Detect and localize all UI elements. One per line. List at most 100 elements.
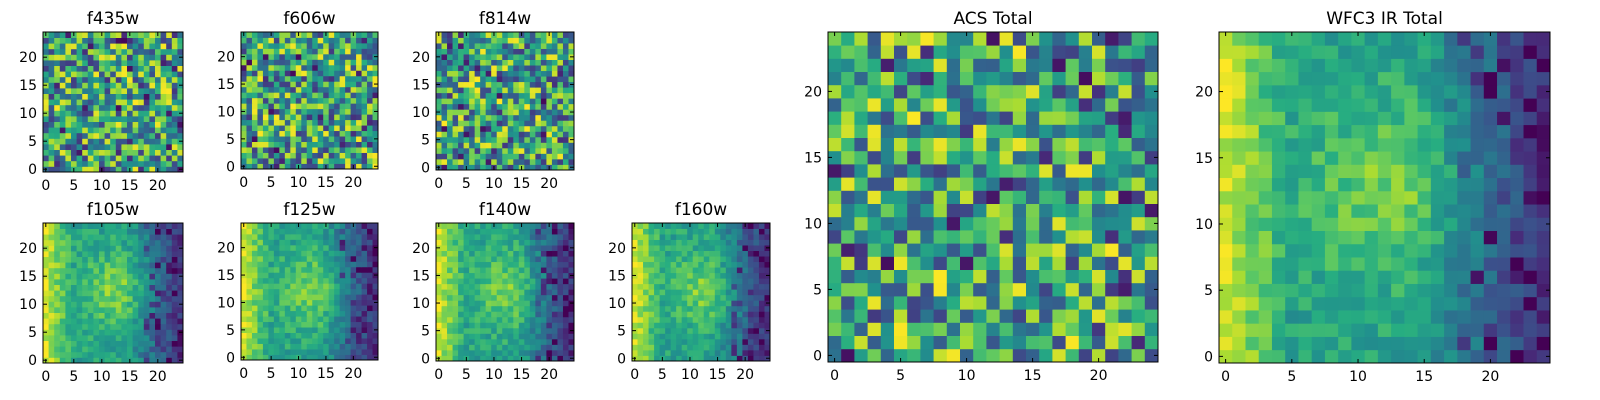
heatmap-cell <box>524 223 531 229</box>
heatmap-cell <box>513 142 520 149</box>
heatmap-cell <box>279 233 286 240</box>
heatmap-cell <box>257 272 264 279</box>
heatmap-cell <box>557 153 564 160</box>
heatmap-cell <box>469 54 476 60</box>
heatmap-cell <box>345 152 351 159</box>
heatmap-cell <box>59 60 66 66</box>
heatmap-cell <box>687 311 694 318</box>
heatmap-cell <box>171 351 178 358</box>
heatmap-cell <box>920 256 934 270</box>
heatmap-cell <box>540 355 547 362</box>
heatmap-cell <box>502 234 509 240</box>
heatmap-cell <box>290 261 297 268</box>
heatmap-cell <box>485 333 492 340</box>
heatmap-cell <box>1039 309 1053 323</box>
heatmap-cell <box>350 59 357 66</box>
heatmap-cell <box>513 234 520 240</box>
heatmap-cell <box>295 53 302 60</box>
heatmap-cell <box>463 114 470 121</box>
heatmap-cell <box>474 267 481 274</box>
heatmap-cell <box>736 338 743 345</box>
heatmap-cell <box>284 103 291 110</box>
heatmap-cell <box>345 233 351 240</box>
heatmap-cell <box>306 349 313 355</box>
heatmap-cell <box>356 141 362 148</box>
heatmap-cell <box>257 283 264 290</box>
heatmap-cell <box>306 53 313 60</box>
heatmap-cell <box>507 272 514 279</box>
heatmap-cell <box>301 70 308 77</box>
heatmap-cell <box>149 279 156 285</box>
heatmap-cell <box>736 223 743 229</box>
heatmap-cell <box>535 278 542 285</box>
heatmap-cell <box>894 190 908 204</box>
heatmap-cell <box>513 305 520 312</box>
heatmap-cell <box>681 228 688 235</box>
x-tick-label: 0 <box>630 367 639 383</box>
heatmap-cell <box>251 152 258 159</box>
heatmap-cell <box>284 349 291 355</box>
heatmap-cell <box>933 177 948 191</box>
heatmap-cell <box>1012 177 1027 191</box>
heatmap-cell <box>284 32 291 38</box>
heatmap-cell <box>356 42 362 49</box>
heatmap-cell <box>447 70 453 77</box>
heatmap-cell <box>920 243 934 257</box>
heatmap-cell <box>246 108 253 115</box>
heatmap-cell <box>507 65 514 72</box>
heatmap-cell <box>317 108 324 115</box>
heatmap-cell <box>463 316 470 323</box>
heatmap-cell <box>946 164 961 178</box>
heatmap-cell <box>720 300 727 307</box>
heatmap-cell <box>491 48 498 55</box>
heatmap-cell <box>328 305 335 312</box>
heatmap-cell <box>507 228 514 235</box>
heatmap-cell <box>284 305 291 312</box>
heatmap-cell <box>350 239 357 246</box>
heatmap-cell <box>828 322 842 336</box>
heatmap-cell <box>121 262 128 269</box>
heatmap-cell <box>171 318 178 325</box>
heatmap-cell <box>562 228 569 235</box>
heatmap-cell <box>76 132 83 139</box>
heatmap-cell <box>665 311 672 318</box>
heatmap-cell <box>1144 177 1159 191</box>
heatmap-cell <box>65 37 72 44</box>
heatmap-cell <box>474 261 481 268</box>
heatmap-cell <box>1105 322 1119 336</box>
heatmap-cell <box>339 163 346 170</box>
heatmap-cell <box>753 245 760 251</box>
heatmap-cell <box>177 65 184 72</box>
heatmap-cell <box>524 114 531 121</box>
heatmap-cell <box>82 149 89 156</box>
heatmap-cell <box>71 76 77 83</box>
heatmap-cell <box>736 349 743 356</box>
heatmap-cell <box>273 103 280 110</box>
heatmap-cell <box>507 239 514 246</box>
heatmap-cell <box>524 267 531 274</box>
heatmap-cell <box>507 136 514 143</box>
heatmap-cell <box>742 344 749 351</box>
heatmap-cell <box>246 97 253 104</box>
heatmap-cell <box>643 311 649 318</box>
heatmap-cell <box>709 245 716 251</box>
heatmap-cell <box>480 158 487 165</box>
heatmap-cell <box>496 355 503 362</box>
heatmap-cell <box>469 43 476 49</box>
x-tick-label: 15 <box>709 367 727 383</box>
heatmap-cell <box>758 223 765 229</box>
heatmap-cell <box>518 98 525 105</box>
heatmap-cell <box>524 136 531 143</box>
heatmap-cell <box>87 267 94 274</box>
heatmap-cell <box>317 53 324 60</box>
heatmap-cell <box>241 266 247 273</box>
heatmap-cell <box>999 322 1014 336</box>
heatmap-cell <box>452 256 459 263</box>
heatmap-cell <box>562 245 569 251</box>
heatmap-cell <box>323 250 330 257</box>
heatmap-cell <box>48 267 55 274</box>
heatmap-cell <box>447 228 453 235</box>
heatmap-cell <box>441 153 448 160</box>
heatmap-cell <box>1131 335 1146 350</box>
heatmap-cell <box>632 349 638 356</box>
